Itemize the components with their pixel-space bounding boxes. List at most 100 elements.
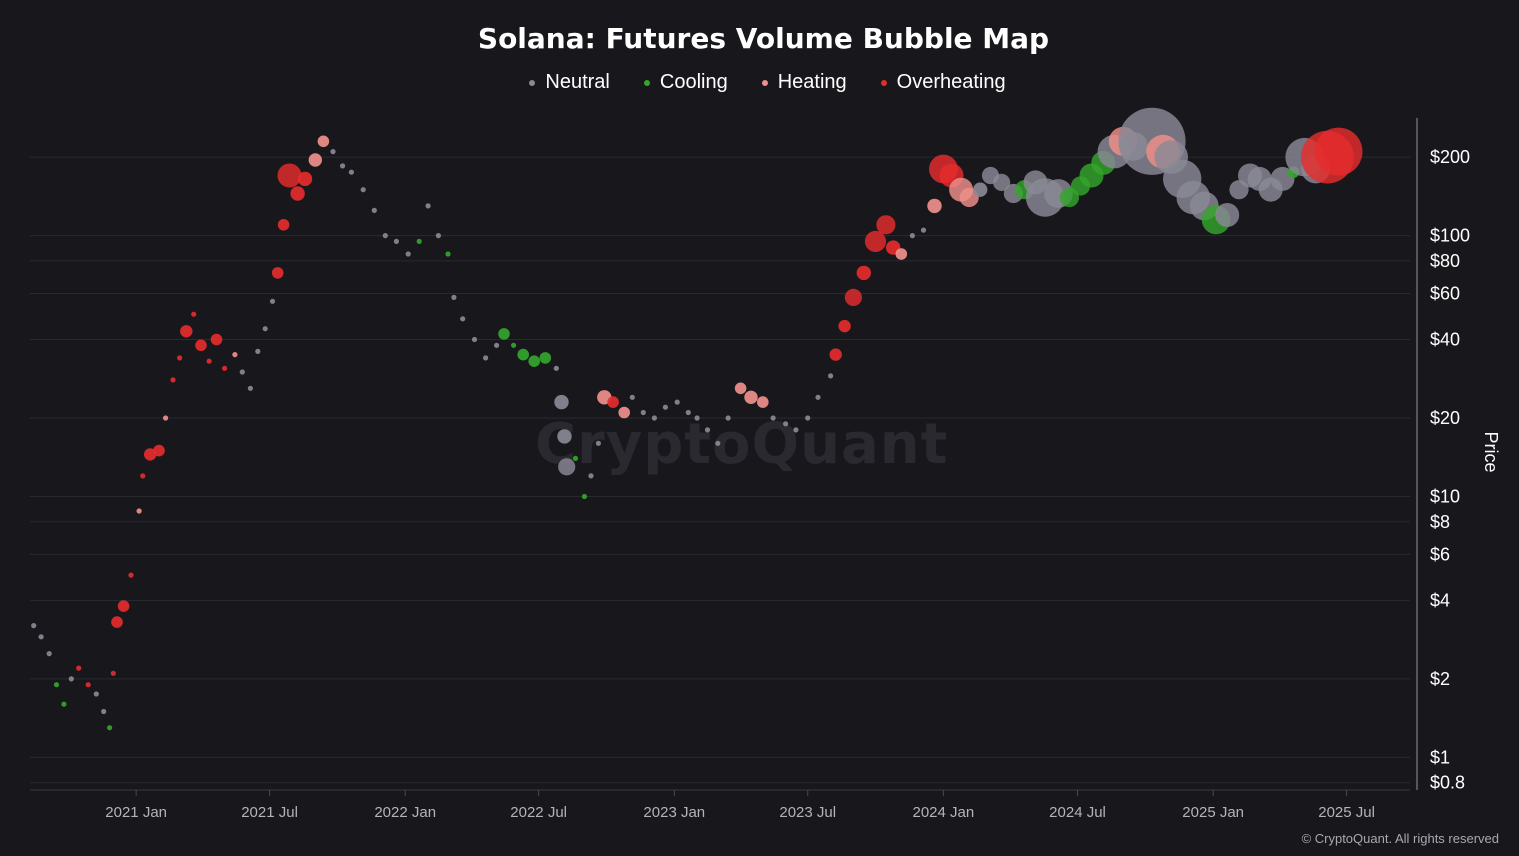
data-point-neutral (1215, 203, 1240, 227)
data-point-neutral (68, 676, 74, 682)
chart-title: Solana: Futures Volume Bubble Map (477, 22, 1050, 55)
legend-marker (529, 79, 536, 86)
data-point-neutral (557, 429, 572, 444)
legend-marker (880, 79, 887, 86)
data-point-neutral (805, 415, 811, 421)
data-point-cooling (498, 328, 510, 340)
data-point-overheating (195, 339, 207, 352)
data-point-overheating (76, 665, 82, 671)
legend-item-cooling[interactable]: Cooling (643, 71, 728, 94)
data-point-neutral (393, 238, 399, 244)
y-tick-label: $20 (1430, 408, 1460, 428)
data-point-overheating (856, 265, 871, 281)
data-point-overheating (140, 473, 146, 479)
data-point-cooling (416, 238, 422, 244)
data-point-neutral (558, 458, 576, 476)
x-tick-label: 2025 Jan (1182, 804, 1244, 821)
data-point-overheating (117, 600, 130, 612)
y-tick-label: $80 (1430, 251, 1460, 271)
data-point-overheating (206, 358, 212, 364)
data-point-overheating (222, 365, 228, 371)
legend-item-neutral[interactable]: Neutral (529, 71, 610, 94)
data-point-overheating (876, 215, 896, 235)
watermark: CryptoQuant (535, 412, 949, 477)
data-point-neutral (920, 227, 927, 233)
data-point-neutral (247, 385, 253, 391)
data-point-neutral (651, 415, 658, 421)
data-point-overheating (864, 230, 887, 252)
x-tick-label: 2024 Jan (912, 804, 974, 821)
data-point-neutral (425, 203, 431, 209)
y-tick-label: $100 (1430, 226, 1470, 246)
data-point-overheating (110, 670, 116, 676)
data-point-overheating (111, 616, 123, 628)
data-point-overheating (290, 186, 305, 201)
legend-marker (643, 79, 650, 86)
data-point-cooling (572, 455, 579, 461)
data-point-neutral (38, 634, 44, 640)
data-point-neutral (239, 369, 245, 375)
data-point-neutral (483, 355, 489, 361)
data-point-overheating (191, 311, 197, 317)
data-point-overheating (838, 319, 851, 333)
data-point-overheating (829, 348, 842, 361)
data-point-heating (895, 248, 908, 260)
data-point-overheating (85, 682, 91, 688)
legend-label: Overheating (896, 71, 1006, 93)
data-point-neutral (783, 421, 789, 427)
data-point-neutral (93, 691, 99, 697)
data-point-cooling (528, 355, 540, 368)
data-point-neutral (588, 473, 594, 479)
data-point-cooling (107, 725, 113, 731)
data-point-heating (136, 508, 142, 514)
data-point-overheating (277, 219, 290, 231)
legend-item-heating[interactable]: Heating (761, 71, 847, 94)
legend-label: Heating (777, 71, 847, 93)
data-point-neutral (685, 409, 691, 416)
x-tick-label: 2022 Jan (374, 804, 436, 821)
data-point-neutral (435, 233, 441, 239)
x-tick-label: 2023 Jan (643, 804, 705, 821)
data-point-neutral (629, 394, 635, 400)
data-point-heating (744, 390, 758, 404)
data-point-neutral (662, 404, 669, 410)
x-tick-label: 2025 Jul (1318, 804, 1375, 821)
y-axis: $0.8 $1 $2 $4 $6 $8 $10 $20 $40 $60 $80 $100 $200 Pri… (1416, 118, 1501, 793)
data-point-neutral (382, 233, 388, 239)
data-point-heating (317, 135, 330, 148)
data-point-cooling (581, 493, 588, 500)
data-point-neutral (46, 651, 52, 657)
copyright-footer: © CryptoQuant. All rights reserved (1301, 831, 1499, 846)
data-point-neutral (973, 182, 988, 197)
legend-label: Neutral (545, 71, 610, 93)
x-tick-label: 2023 Jul (779, 804, 836, 821)
data-point-neutral (494, 342, 500, 348)
x-tick-label: 2021 Jan (105, 804, 167, 821)
data-point-neutral (340, 163, 346, 169)
data-point-neutral (554, 394, 569, 410)
legend-item-overheating[interactable]: Overheating (880, 71, 1006, 94)
data-point-cooling (53, 682, 60, 688)
data-point-neutral (715, 440, 721, 446)
data-point-neutral (31, 623, 37, 629)
data-point-neutral (269, 298, 276, 304)
data-point-overheating (607, 396, 619, 408)
grid-lines (30, 156, 1410, 784)
data-point-neutral (674, 399, 680, 405)
x-tick-label: 2022 Jul (510, 804, 567, 821)
data-point-heating (163, 415, 169, 421)
data-point-overheating (170, 377, 176, 383)
legend-label: Cooling (659, 71, 728, 93)
data-point-neutral (553, 365, 559, 371)
y-tick-label: $0.8 (1430, 773, 1465, 793)
data-point-neutral (725, 415, 731, 421)
data-point-overheating (271, 267, 284, 279)
y-tick-label: $40 (1430, 329, 1460, 349)
data-point-heating (757, 396, 769, 408)
data-point-heating (232, 352, 238, 358)
data-point-neutral (770, 415, 776, 421)
y-tick-label: $4 (1430, 590, 1450, 610)
y-tick-label: $200 (1430, 147, 1470, 167)
data-point-overheating (844, 288, 863, 306)
